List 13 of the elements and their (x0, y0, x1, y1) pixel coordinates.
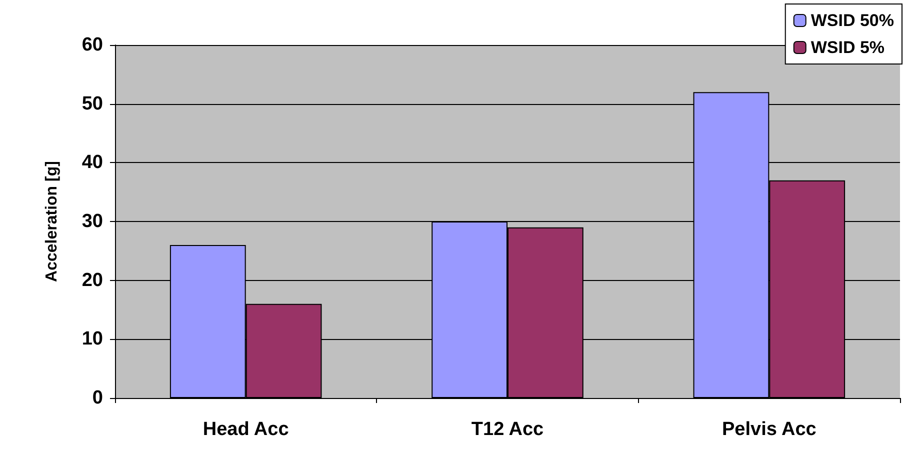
x-tick-label: T12 Acc (471, 419, 544, 440)
legend-label: WSID 50% (810, 11, 894, 30)
y-tick-label: 30 (82, 211, 103, 232)
y-tick-label: 10 (82, 328, 103, 350)
y-tick-label: 0 (92, 388, 103, 408)
y-tick-label: 40 (82, 152, 103, 174)
x-tick-label: Head Acc (202, 419, 290, 440)
x-tick-label: Pelvis Acc (722, 419, 817, 440)
y-tick-label: 50 (82, 93, 103, 114)
y-tick-label: 20 (82, 270, 103, 291)
legend-label: WSID 5% (810, 38, 885, 57)
y-tick-label: 60 (82, 34, 103, 56)
y-axis-title: Acceleration [g] (44, 161, 60, 282)
